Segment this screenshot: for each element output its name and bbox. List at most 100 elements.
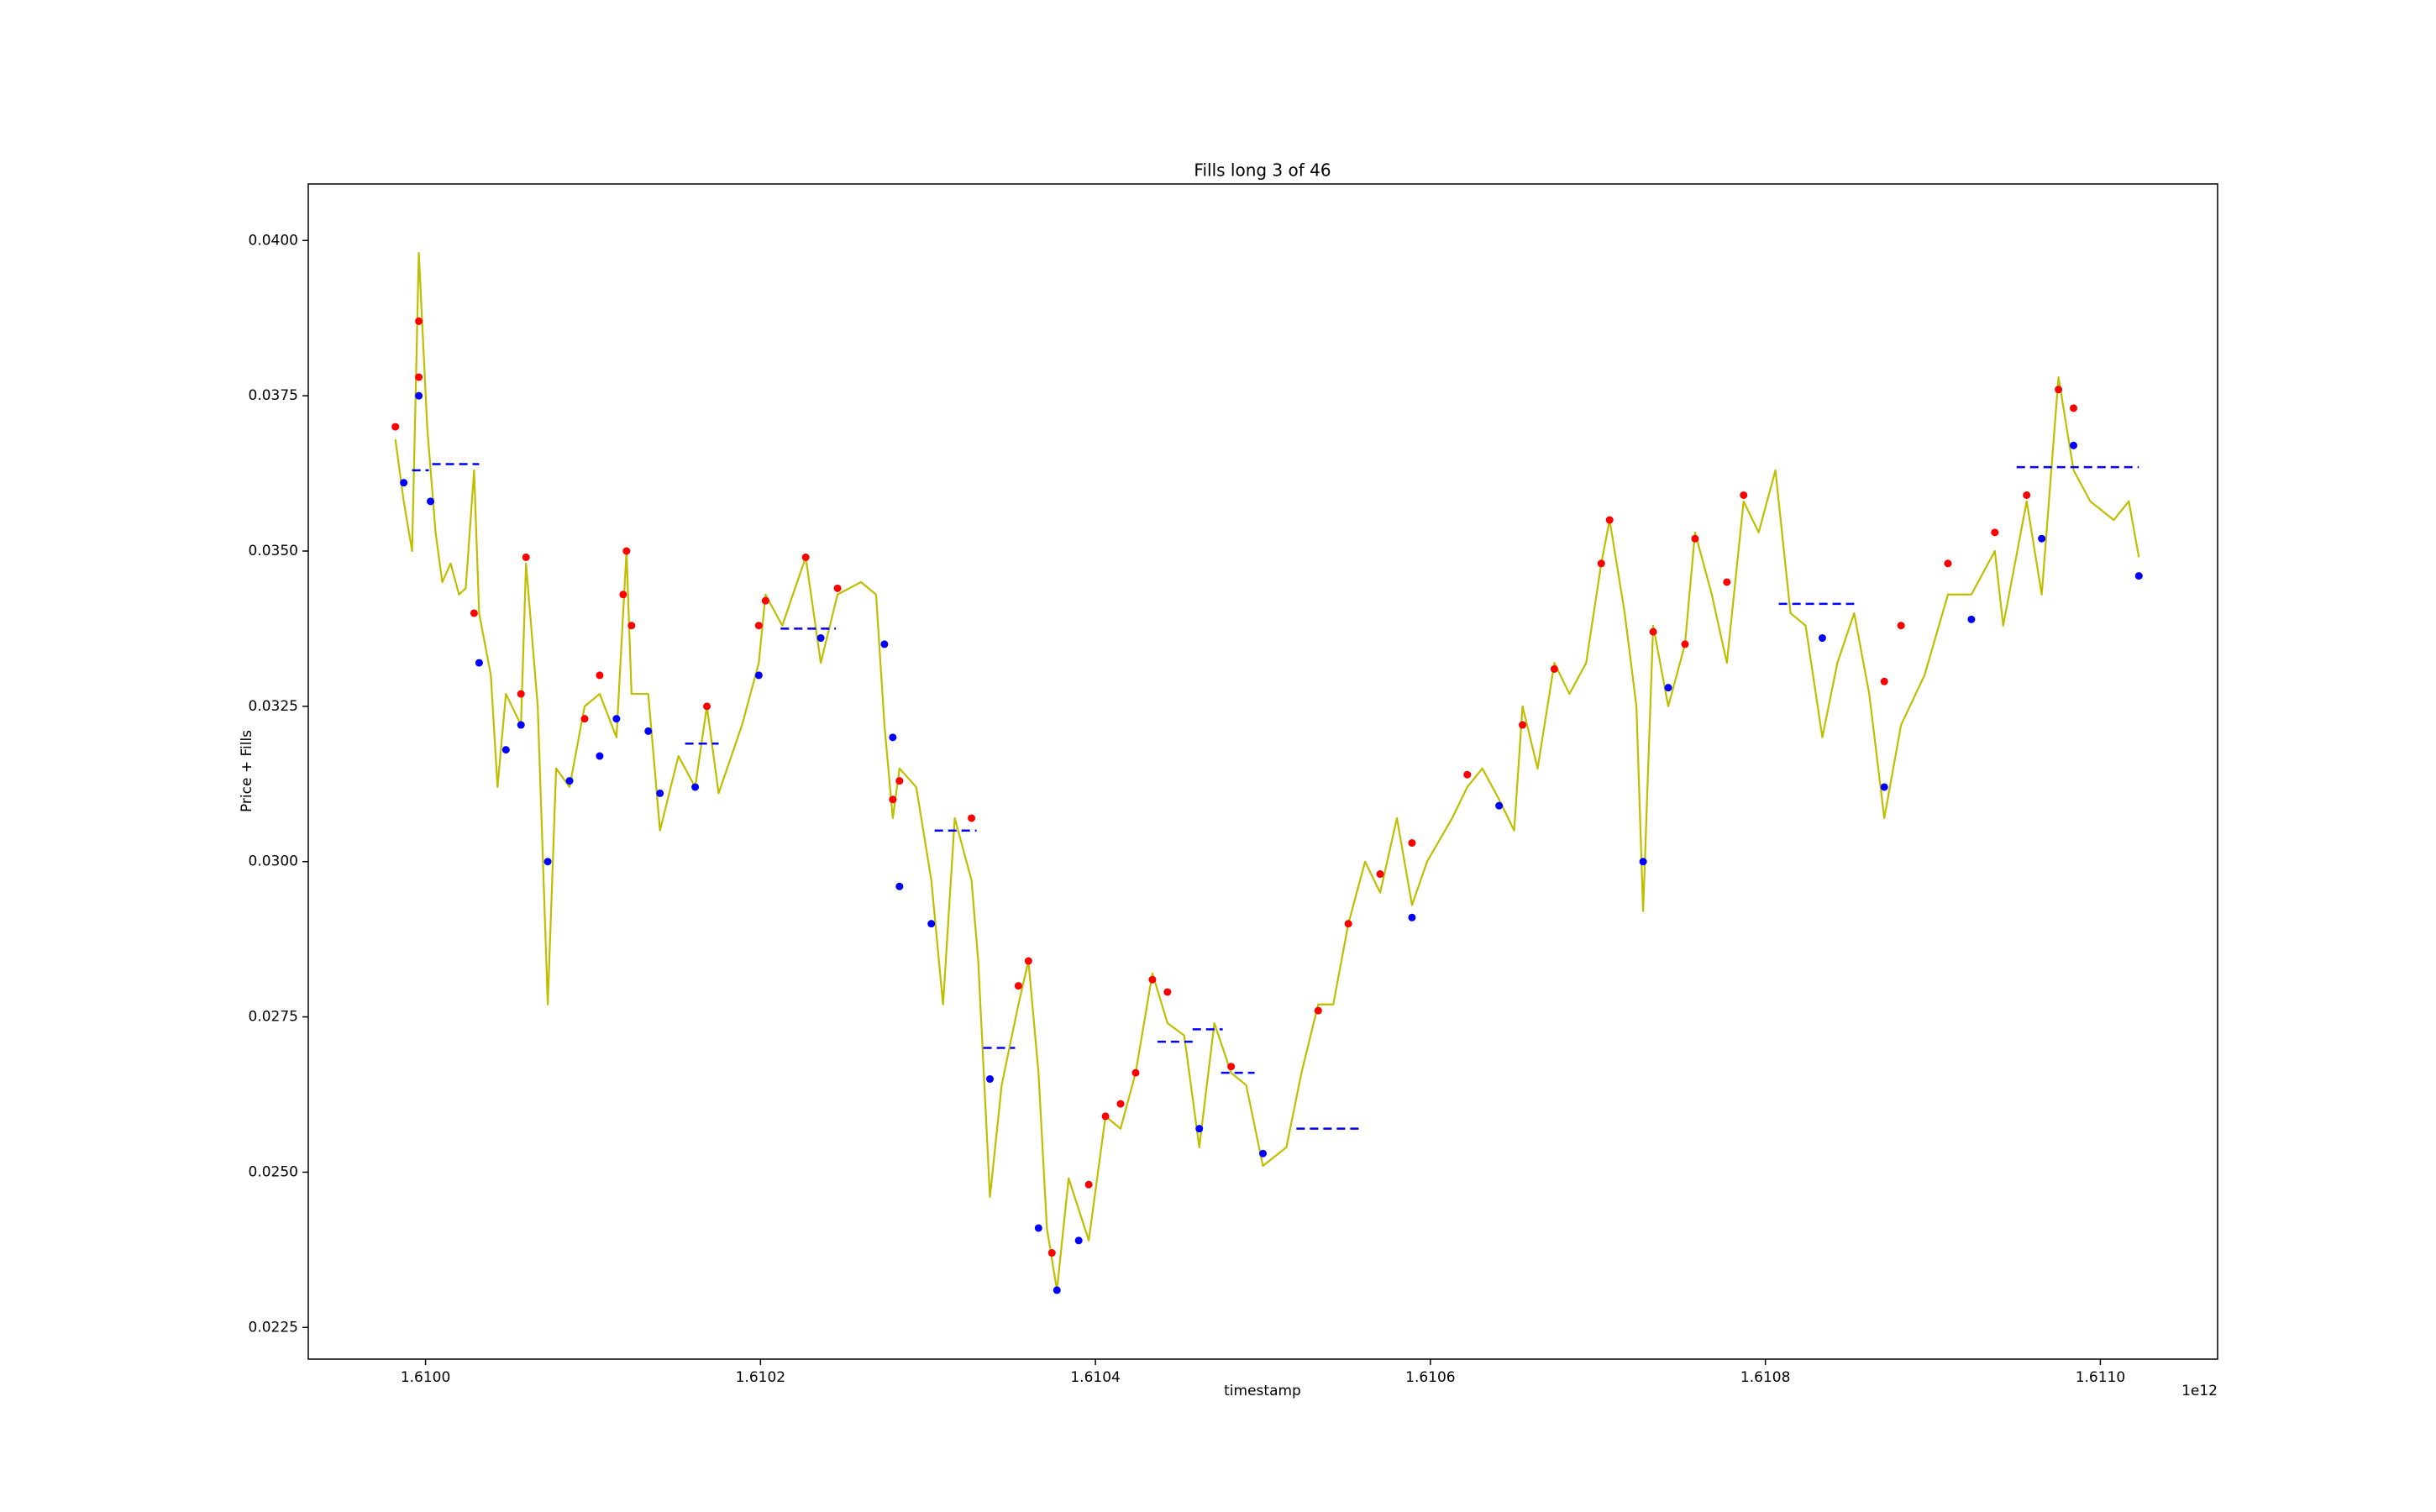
fill-point bbox=[1519, 721, 1527, 729]
chart-title: Fills long 3 of 46 bbox=[1194, 160, 1331, 181]
x-offset-label: 1e12 bbox=[2181, 1383, 2218, 1399]
fill-point bbox=[1047, 1249, 1056, 1257]
fill-point bbox=[565, 777, 574, 785]
fill-point bbox=[1597, 559, 1605, 568]
fill-point bbox=[889, 733, 897, 742]
y-tick-label: 0.0350 bbox=[249, 543, 298, 559]
fill-point bbox=[1880, 677, 1888, 685]
y-tick-label: 0.0225 bbox=[249, 1319, 298, 1336]
fill-point bbox=[986, 1075, 995, 1084]
fill-point bbox=[1101, 1112, 1110, 1121]
fill-point bbox=[2038, 534, 2046, 543]
fill-point bbox=[1639, 858, 1647, 866]
fill-point bbox=[761, 596, 769, 605]
fill-point bbox=[2023, 491, 2031, 499]
fill-point bbox=[2134, 572, 2143, 580]
x-tick-label: 1.6108 bbox=[1740, 1369, 1790, 1386]
fill-point bbox=[895, 777, 904, 785]
x-tick-label: 1.6106 bbox=[1405, 1369, 1455, 1386]
fill-point bbox=[2070, 404, 2078, 412]
fill-point bbox=[968, 814, 976, 822]
fill-point bbox=[816, 634, 825, 643]
fill-point bbox=[2070, 441, 2078, 449]
fill-point bbox=[1131, 1068, 1140, 1077]
fill-point bbox=[1074, 1236, 1083, 1245]
fill-point bbox=[889, 795, 897, 804]
fill-point bbox=[470, 609, 478, 617]
fill-point bbox=[475, 659, 483, 667]
fill-point bbox=[400, 479, 408, 487]
fill-point bbox=[1116, 1100, 1125, 1108]
fill-point bbox=[833, 584, 842, 592]
fill-point bbox=[1463, 770, 1472, 779]
fill-point bbox=[1195, 1125, 1204, 1133]
y-tick-label: 0.0325 bbox=[249, 698, 298, 715]
fill-point bbox=[1014, 982, 1022, 990]
fill-point bbox=[754, 671, 763, 680]
fill-point bbox=[801, 553, 810, 561]
fill-point bbox=[1691, 534, 1699, 543]
y-axis-label: Price + Fills bbox=[239, 730, 255, 812]
fill-point bbox=[517, 690, 525, 698]
y-tick-label: 0.0400 bbox=[249, 232, 298, 249]
fill-point bbox=[1259, 1149, 1267, 1158]
fill-point bbox=[880, 640, 889, 648]
fill-point bbox=[522, 553, 530, 561]
x-tick-label: 1.6110 bbox=[2076, 1369, 2125, 1386]
fill-point bbox=[1408, 913, 1416, 921]
fill-point bbox=[1084, 1180, 1093, 1189]
fill-point bbox=[1681, 640, 1689, 648]
fill-point bbox=[415, 391, 423, 400]
fill-point bbox=[1649, 627, 1657, 636]
fill-point bbox=[1723, 578, 1731, 586]
fill-point bbox=[895, 882, 904, 890]
fill-point bbox=[691, 783, 700, 791]
fill-point bbox=[1880, 783, 1888, 791]
fill-point bbox=[517, 721, 525, 729]
fill-point bbox=[927, 920, 936, 928]
y-tick-label: 0.0275 bbox=[249, 1009, 298, 1026]
fill-point bbox=[427, 497, 435, 506]
fill-point bbox=[543, 858, 552, 866]
fill-point bbox=[1024, 957, 1032, 965]
fill-point bbox=[1053, 1286, 1061, 1294]
position-line bbox=[412, 463, 2139, 1130]
fill-point bbox=[1897, 622, 1905, 630]
fill-point bbox=[1227, 1063, 1236, 1071]
fill-point bbox=[501, 746, 510, 754]
fill-point bbox=[1344, 920, 1352, 928]
price-line bbox=[394, 251, 2140, 1292]
fill-point bbox=[1991, 528, 1999, 537]
fill-point bbox=[612, 715, 621, 723]
fill-point bbox=[1605, 516, 1614, 524]
fill-point bbox=[415, 317, 423, 325]
x-tick-label: 1.6100 bbox=[401, 1369, 450, 1386]
x-tick-label: 1.6104 bbox=[1070, 1369, 1120, 1386]
fill-point bbox=[1163, 988, 1172, 996]
fill-point bbox=[2055, 386, 2063, 394]
fill-point bbox=[754, 622, 763, 630]
fill-point bbox=[619, 591, 627, 599]
y-tick-label: 0.0250 bbox=[249, 1163, 298, 1180]
plot-frame bbox=[307, 183, 2218, 1360]
x-axis-label: timestamp bbox=[1224, 1383, 1301, 1399]
fill-point bbox=[1495, 801, 1504, 810]
fill-point bbox=[391, 423, 400, 431]
fill-point bbox=[622, 547, 631, 555]
fill-point bbox=[580, 715, 589, 723]
fill-point bbox=[1314, 1006, 1322, 1015]
fill-point bbox=[703, 702, 711, 711]
fill-point bbox=[1550, 664, 1558, 673]
fill-point bbox=[596, 671, 604, 680]
fill-point bbox=[656, 789, 664, 797]
fill-point bbox=[1034, 1224, 1042, 1232]
fill-point bbox=[1664, 684, 1672, 692]
fill-point bbox=[415, 373, 423, 381]
y-tick-label: 0.0375 bbox=[249, 387, 298, 404]
fill-point bbox=[1408, 839, 1416, 848]
fill-point bbox=[644, 727, 653, 735]
fill-point bbox=[1740, 491, 1748, 499]
fill-point bbox=[596, 752, 604, 760]
fill-point bbox=[1967, 615, 1976, 623]
